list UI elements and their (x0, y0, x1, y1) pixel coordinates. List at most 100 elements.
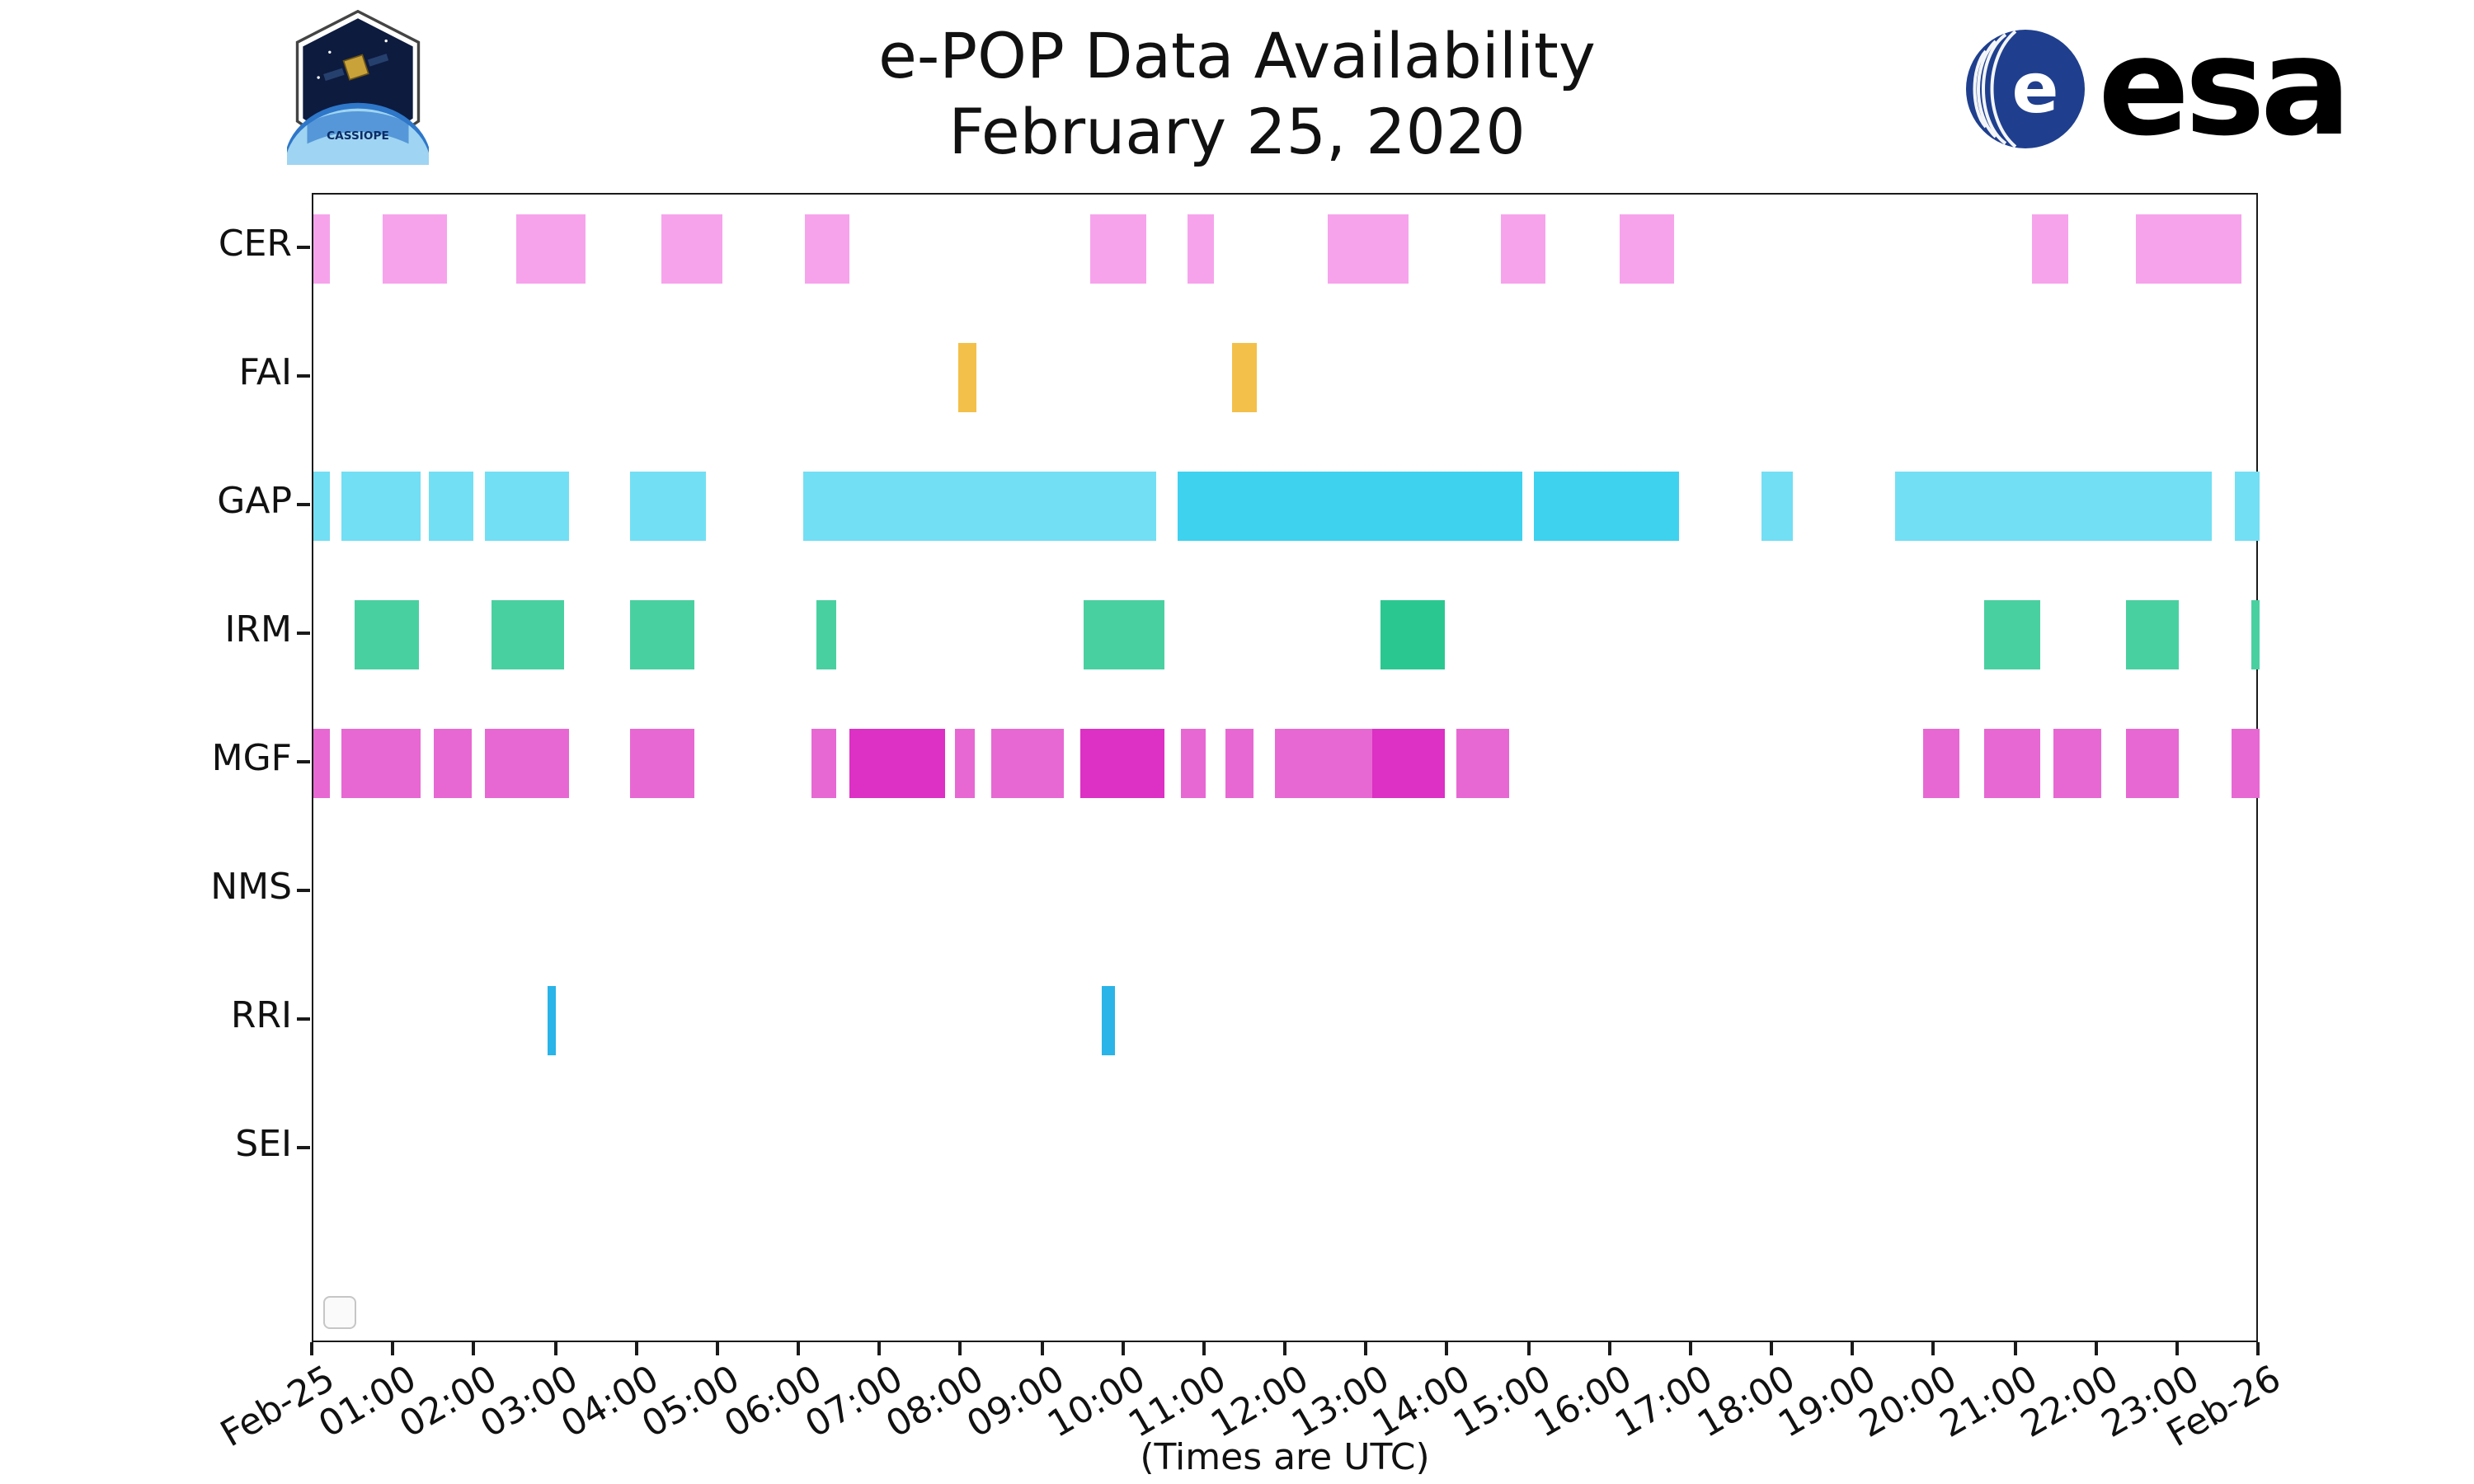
x-tick (634, 1342, 638, 1355)
availability-bar-mgf (955, 728, 975, 797)
x-tick (472, 1342, 476, 1355)
availability-bar-mgf (433, 728, 472, 797)
availability-bar-mgf (811, 728, 837, 797)
availability-bar-mgf (2231, 728, 2260, 797)
availability-bar-rri (547, 985, 557, 1054)
plot-area (312, 193, 2260, 1342)
availability-bar-gap (2235, 471, 2260, 540)
row-label-rri: RRI (230, 995, 292, 1036)
x-tick (715, 1342, 719, 1355)
x-tick (797, 1342, 800, 1355)
availability-bar-cer (805, 214, 850, 283)
availability-bar-rri (1101, 985, 1115, 1054)
x-tick (2175, 1342, 2179, 1355)
availability-bar-mgf (2125, 728, 2179, 797)
availability-bar-cer (515, 214, 586, 283)
x-axis-label: (Times are UTC) (1140, 1438, 1430, 1479)
x-tick (1770, 1342, 1773, 1355)
availability-bar-mgf (1456, 728, 1510, 797)
y-tick (297, 1017, 310, 1020)
y-tick (297, 631, 310, 634)
x-tick (877, 1342, 882, 1355)
availability-bar-gap (1761, 471, 1794, 540)
x-tick (1283, 1342, 1286, 1355)
x-tick (1688, 1342, 1692, 1355)
x-tick (1526, 1342, 1530, 1355)
row-label-irm: IRM (224, 609, 292, 650)
row-label-gap: GAP (217, 481, 292, 522)
row-label-nms: NMS (210, 866, 292, 908)
availability-bar-mgf (1181, 728, 1206, 797)
availability-bar-irm (816, 599, 837, 669)
y-tick (297, 245, 310, 248)
availability-bar-gap (1894, 471, 2211, 540)
availability-bar-mgf (1274, 728, 1372, 797)
x-tick (1445, 1342, 1449, 1355)
availability-bar-irm (1084, 599, 1165, 669)
availability-bar-cer (1501, 214, 1546, 283)
chart-subtitle: February 25, 2020 (948, 95, 1526, 168)
availability-bar-cer (313, 214, 330, 283)
availability-bar-cer (661, 214, 723, 283)
row-label-fai: FAI (238, 352, 292, 393)
availability-bar-fai (1232, 342, 1258, 411)
availability-bar-cer (1187, 214, 1214, 283)
x-tick (2256, 1342, 2260, 1355)
x-tick (310, 1342, 313, 1355)
x-tick (553, 1342, 557, 1355)
availability-bar-mgf (341, 728, 421, 797)
esa-wordmark: esa (2098, 10, 2352, 167)
esa-globe-icon: e (1966, 30, 2085, 148)
x-tick (1202, 1342, 1206, 1355)
esa-logo: e esa (1963, 10, 2352, 167)
availability-bar-cer (1090, 214, 1147, 283)
availability-bar-cer (1619, 214, 1674, 283)
availability-bar-cer (2135, 214, 2242, 283)
y-tick (297, 373, 310, 377)
availability-bar-mgf (629, 728, 695, 797)
availability-bar-gap (803, 471, 1157, 540)
availability-bar-irm (1380, 599, 1445, 669)
availability-bar-mgf (1079, 728, 1165, 797)
legend-box (323, 1296, 356, 1329)
availability-bar-mgf (849, 728, 946, 797)
chart-title-block: e-POP Data Availability February 25, 202… (0, 20, 2474, 170)
y-tick (297, 502, 310, 505)
availability-bar-gap (1177, 471, 1522, 540)
row-label-sei: SEI (235, 1124, 292, 1165)
cassiope-patch-logo: CASSIOPE (287, 10, 429, 165)
availability-bar-mgf (990, 728, 1064, 797)
availability-bar-irm (492, 599, 565, 669)
x-tick (1121, 1342, 1125, 1355)
y-tick (297, 888, 310, 891)
availability-bar-mgf (1225, 728, 1254, 797)
x-tick (958, 1342, 962, 1355)
y-tick (297, 759, 310, 763)
availability-bar-gap (313, 471, 330, 540)
availability-bar-gap (341, 471, 421, 540)
availability-bar-cer (2032, 214, 2069, 283)
row-label-mgf: MGF (211, 738, 292, 779)
availability-bar-gap (1533, 471, 1680, 540)
x-tick (1364, 1342, 1368, 1355)
availability-bar-mgf (313, 728, 330, 797)
availability-bar-mgf (2053, 728, 2102, 797)
availability-bar-fai (957, 342, 977, 411)
availability-bar-irm (2125, 599, 2179, 669)
y-tick (297, 1145, 310, 1148)
availability-bar-cer (1327, 214, 1409, 283)
x-tick (391, 1342, 395, 1355)
row-label-cer: CER (218, 223, 292, 265)
availability-bar-irm (1983, 599, 2041, 669)
x-tick (1607, 1342, 1611, 1355)
availability-bar-cer (382, 214, 448, 283)
availability-bar-irm (354, 599, 419, 669)
chart-title: e-POP Data Availability (878, 20, 1596, 92)
availability-bar-irm (629, 599, 695, 669)
availability-bar-gap (485, 471, 570, 540)
availability-bar-mgf (485, 728, 570, 797)
svg-text:e: e (2012, 48, 2059, 129)
availability-bar-irm (2251, 599, 2260, 669)
x-tick (1040, 1342, 1043, 1355)
